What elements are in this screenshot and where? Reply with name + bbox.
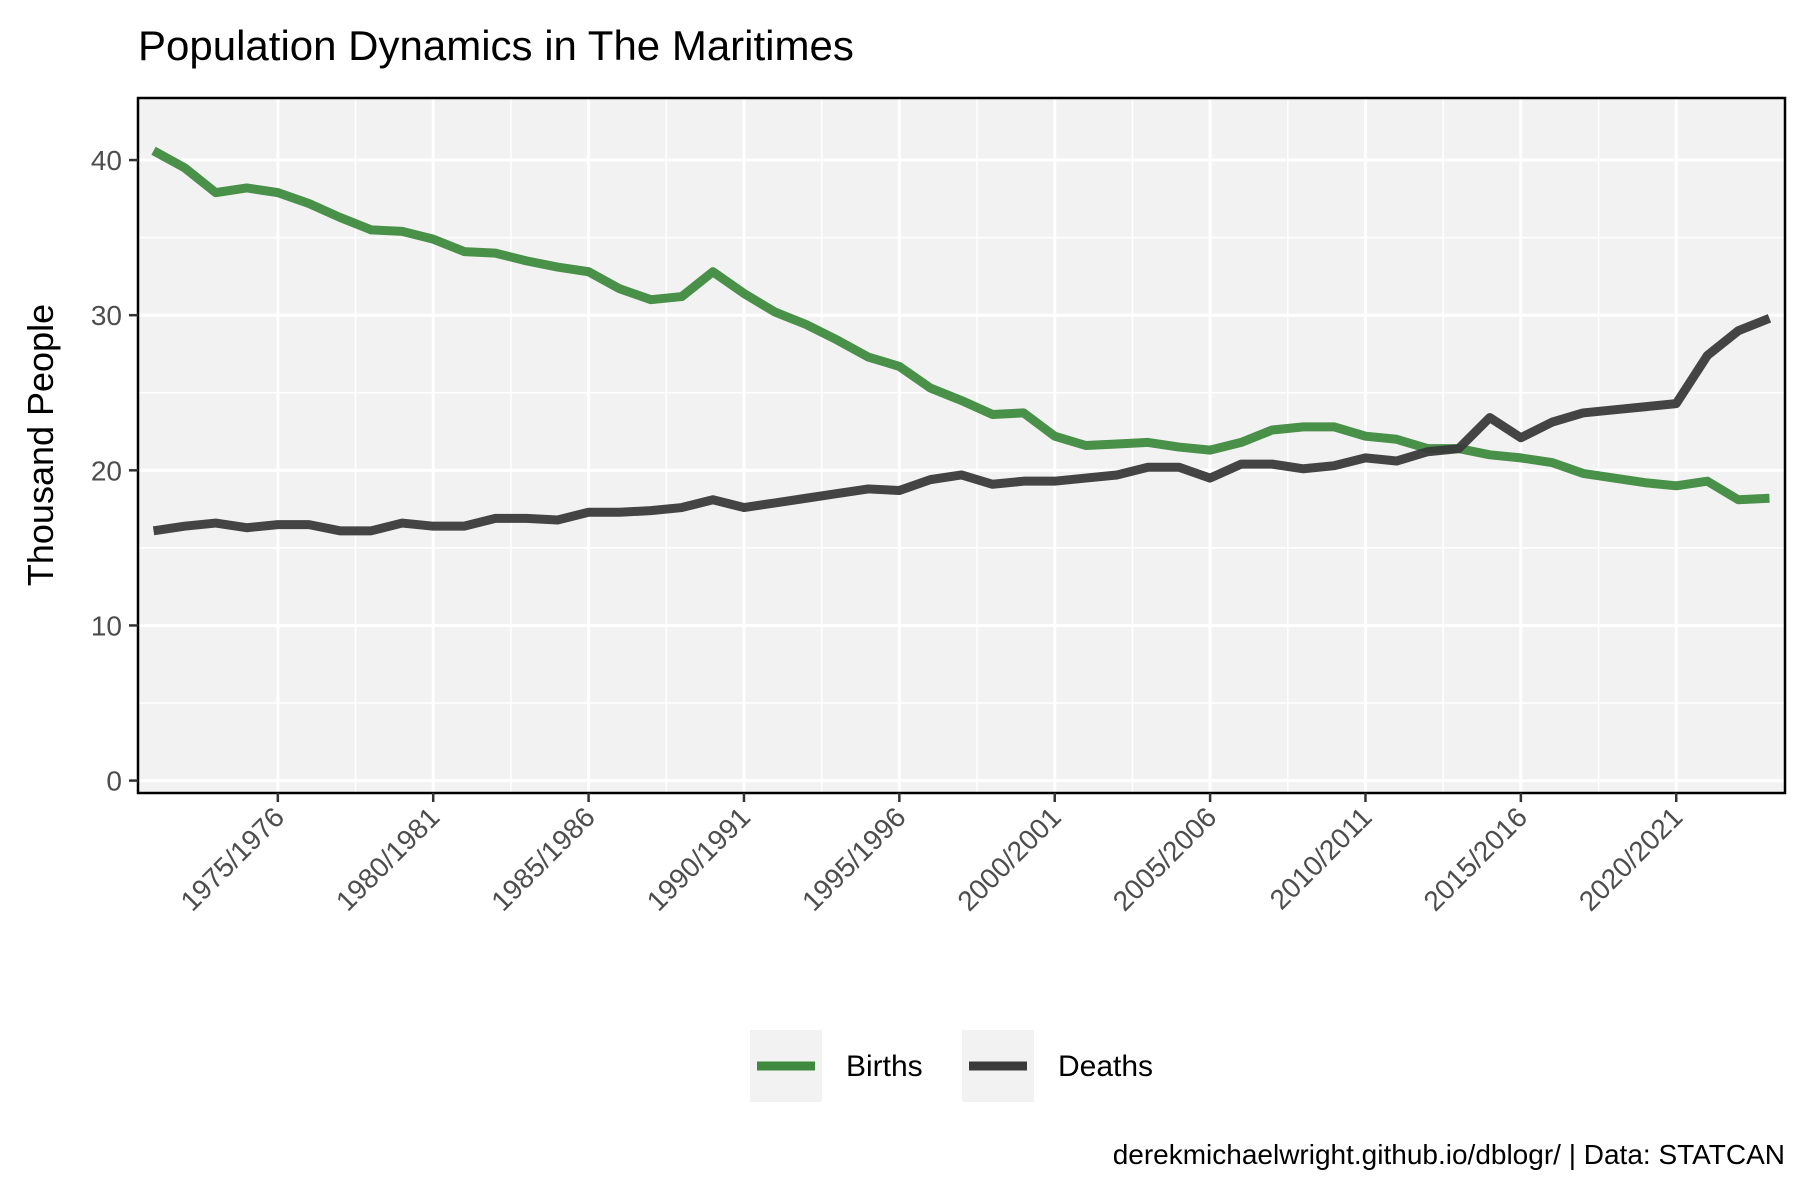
grid-minor bbox=[138, 98, 1785, 793]
x-tick-label: 2015/2016 bbox=[1418, 801, 1534, 917]
x-tick-label: 1975/1976 bbox=[175, 801, 291, 917]
y-tick-label: 20 bbox=[91, 455, 122, 486]
legend-item-deaths: Deaths bbox=[962, 1030, 1153, 1102]
y-axis: 0 10 20 30 40 bbox=[91, 145, 138, 797]
legend-label: Births bbox=[846, 1050, 923, 1083]
x-tick-label: 2005/2006 bbox=[1107, 801, 1223, 917]
x-tick-label: 1990/1991 bbox=[641, 801, 757, 917]
y-tick-label: 10 bbox=[91, 610, 122, 641]
chart-caption: derekmichaelwright.github.io/dblogr/ | D… bbox=[1113, 1139, 1785, 1170]
legend-item-births: Births bbox=[750, 1030, 923, 1102]
chart-title: Population Dynamics in The Maritimes bbox=[138, 22, 854, 69]
x-axis: 1975/1976 1980/1981 1985/1986 1990/1991 1995… bbox=[175, 793, 1689, 917]
x-tick-label: 1995/1996 bbox=[796, 801, 912, 917]
y-tick-label: 30 bbox=[91, 300, 122, 331]
grid-major bbox=[138, 98, 1785, 793]
x-tick-label: 2010/2011 bbox=[1264, 801, 1378, 915]
series-line-deaths bbox=[152, 314, 1772, 536]
y-tick-label: 40 bbox=[91, 145, 122, 176]
plot-panel bbox=[138, 98, 1785, 793]
y-axis-label: Thousand People bbox=[20, 304, 61, 586]
x-tick-label: 1980/1981 bbox=[330, 801, 446, 917]
legend-label: Deaths bbox=[1058, 1050, 1153, 1083]
plot-border bbox=[136, 96, 1787, 795]
x-tick-label: 2000/2001 bbox=[951, 801, 1067, 917]
series-line-births bbox=[151, 146, 1770, 505]
x-tick-label: 1985/1986 bbox=[485, 801, 601, 917]
series-lines bbox=[151, 146, 1772, 536]
y-tick-label: 0 bbox=[106, 766, 122, 797]
legend: Births Deaths bbox=[750, 1030, 1153, 1102]
x-tick-label: 2020/2021 bbox=[1573, 801, 1689, 917]
